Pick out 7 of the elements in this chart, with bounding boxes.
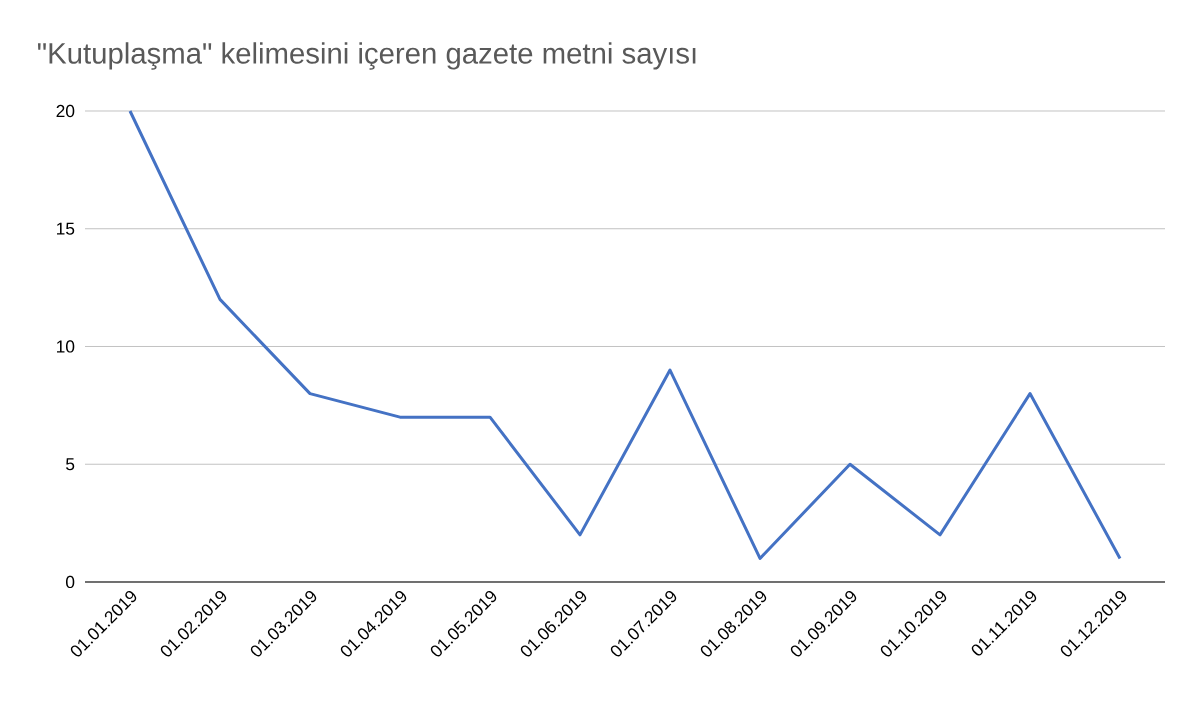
chart-title: "Kutuplaşma" kelimesini içeren gazete metni sayısı — [37, 42, 696, 70]
y-tick-label: 15 — [57, 222, 75, 235]
line-series — [128, 109, 1122, 560]
y-tick-label: 0 — [65, 575, 75, 589]
y-tick-label: 20 — [56, 104, 75, 118]
y-tick-label: 5 — [66, 458, 75, 471]
y-tick-label: 10 — [57, 340, 75, 353]
